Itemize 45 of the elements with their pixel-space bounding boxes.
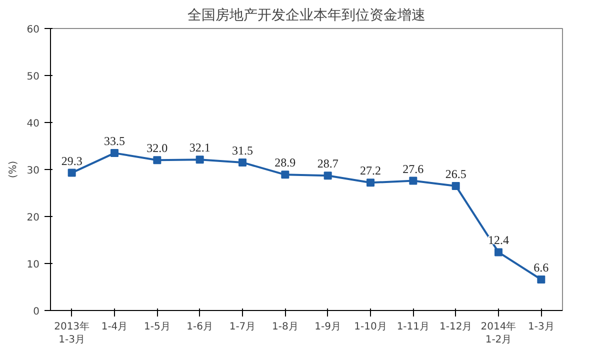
point bbox=[196, 156, 204, 164]
y-tick-label: 60 bbox=[26, 24, 40, 36]
point bbox=[324, 172, 332, 180]
x-tick-label: 1-8月 bbox=[272, 322, 298, 332]
y-tick-label: 10 bbox=[26, 260, 40, 270]
x-tick-label: 1-10月 bbox=[354, 322, 387, 332]
x-tick-label: 1-12月 bbox=[439, 322, 472, 332]
text: 33.5 bbox=[104, 134, 125, 148]
point bbox=[409, 176, 418, 185]
x-tick-label: 2014年 1-2月 bbox=[480, 320, 516, 346]
x-tick-label: 1-4月 bbox=[101, 322, 128, 332]
point bbox=[153, 156, 162, 164]
y-tick-label: 40 bbox=[26, 118, 40, 130]
point bbox=[494, 248, 502, 256]
y-tick-label: 30 bbox=[26, 166, 40, 176]
point bbox=[281, 170, 290, 179]
text: 32.1 bbox=[189, 140, 210, 155]
y-tick-label: 20 bbox=[26, 212, 40, 224]
x-tick-label: 1-9月 bbox=[314, 322, 342, 332]
point bbox=[68, 168, 76, 177]
text: 12.4 bbox=[488, 233, 509, 248]
y-tick-label: 0 bbox=[33, 306, 40, 318]
point bbox=[110, 149, 118, 158]
text: 28.7 bbox=[317, 156, 338, 171]
text: 32.0 bbox=[146, 141, 168, 156]
x-tick-label: 1-3月 bbox=[528, 322, 554, 332]
text: 26.5 bbox=[445, 166, 466, 181]
point bbox=[238, 158, 246, 166]
text: 6.6 bbox=[534, 260, 549, 274]
y-axis-title: (%) bbox=[8, 160, 19, 178]
x-tick-label: 1-11月 bbox=[396, 322, 430, 332]
text: 29.3 bbox=[61, 154, 82, 168]
chart-title: 全国房地产开发企业本年到位资金增速 bbox=[188, 8, 426, 24]
point bbox=[366, 178, 374, 187]
y-tick-label: 50 bbox=[26, 72, 40, 82]
text: 31.5 bbox=[232, 143, 253, 158]
x-tick-label: 1-7月 bbox=[229, 322, 256, 332]
point bbox=[452, 182, 460, 190]
x-tick-label: 2013年 1-3月 bbox=[54, 320, 90, 346]
text: 28.9 bbox=[274, 156, 296, 170]
text: 27.2 bbox=[360, 164, 381, 178]
point bbox=[537, 275, 546, 284]
x-tick-label: 1-6月 bbox=[186, 322, 214, 332]
text: 27.6 bbox=[402, 162, 424, 176]
x-tick-label: 1-5月 bbox=[144, 322, 170, 332]
